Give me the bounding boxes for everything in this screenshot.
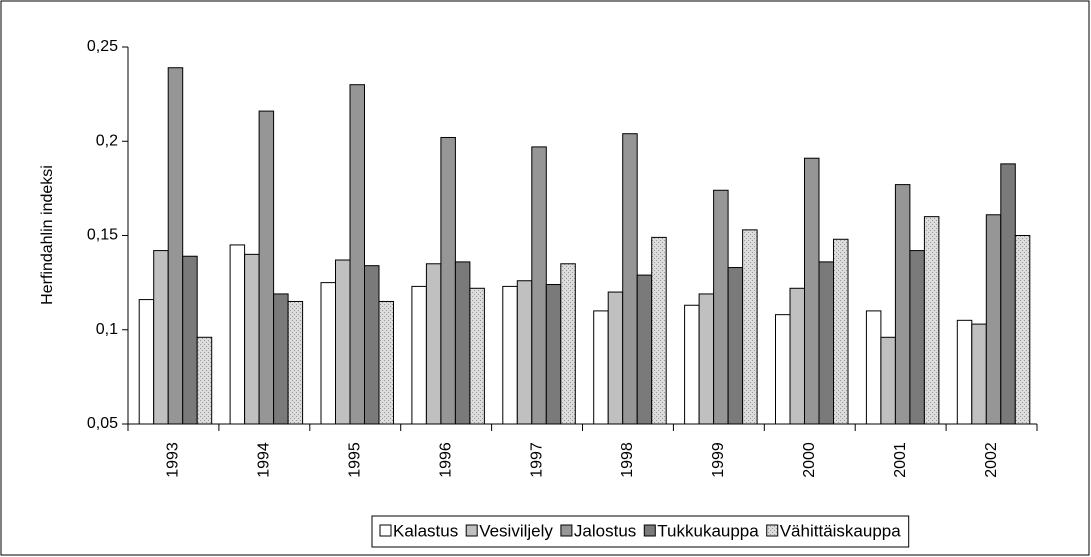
x-tick-label: 2000 xyxy=(801,442,818,478)
legend-swatch xyxy=(379,524,392,537)
bar xyxy=(335,259,351,425)
bar xyxy=(971,323,987,425)
bar xyxy=(818,261,834,425)
bar xyxy=(469,287,485,425)
legend-label: Kalastus xyxy=(393,521,458,540)
bar xyxy=(425,263,442,425)
bar xyxy=(531,146,547,425)
bar xyxy=(440,136,456,425)
bar xyxy=(923,216,940,425)
bar xyxy=(320,282,336,425)
x-tick-label: 1995 xyxy=(346,442,363,478)
bar xyxy=(713,189,729,425)
bar xyxy=(636,274,653,425)
bar xyxy=(1000,163,1016,425)
y-tick-label: 0,05 xyxy=(87,415,118,432)
y-tick-label: 0,1 xyxy=(96,321,118,338)
bar xyxy=(516,280,533,425)
bar xyxy=(833,238,849,425)
legend-label: Vähittäiskauppa xyxy=(780,521,902,540)
bar xyxy=(880,336,896,425)
bar xyxy=(153,250,169,425)
legend-swatch xyxy=(766,524,779,537)
legend-swatch xyxy=(643,524,656,537)
bar xyxy=(1014,235,1031,425)
legend: Kalastus Vesiviljely Jalostus Tukkukauppa Vä… xyxy=(371,515,910,548)
bar xyxy=(364,265,380,425)
x-tick-label: 1993 xyxy=(165,442,182,478)
bar xyxy=(607,291,624,425)
bar xyxy=(138,299,155,425)
x-tick-label: 1998 xyxy=(619,442,636,478)
bar xyxy=(454,261,471,425)
bar xyxy=(909,250,925,425)
bar xyxy=(273,293,289,425)
bar xyxy=(684,304,700,425)
bar xyxy=(411,285,427,425)
legend-swatch xyxy=(560,524,573,537)
y-tick-label: 0,15 xyxy=(87,227,118,244)
bar xyxy=(167,67,184,425)
legend-box xyxy=(371,515,910,548)
bar xyxy=(985,214,1002,425)
bar xyxy=(865,310,882,425)
bar xyxy=(651,236,667,425)
bar xyxy=(894,184,911,425)
bar xyxy=(287,300,304,425)
bar xyxy=(244,253,260,425)
x-tick-label: 1994 xyxy=(256,442,273,478)
x-tick-label: 2002 xyxy=(983,442,1000,478)
bar xyxy=(502,285,518,425)
bar xyxy=(545,284,562,425)
bar xyxy=(956,319,973,425)
bar xyxy=(789,287,805,425)
bar xyxy=(229,244,246,425)
legend-label: Jalostus xyxy=(574,521,636,540)
bar xyxy=(560,263,576,425)
bar xyxy=(258,110,275,425)
bar xyxy=(378,300,394,425)
legend-swatch xyxy=(465,524,478,537)
x-tick-label: 2001 xyxy=(892,442,909,478)
bar xyxy=(804,157,820,425)
bar xyxy=(775,314,791,425)
bar xyxy=(727,267,744,425)
bar xyxy=(698,293,715,425)
y-axis-label: Herfindahlin indeksi xyxy=(39,165,56,305)
legend-label: Tukkukauppa xyxy=(657,521,759,540)
x-tick-label: 1999 xyxy=(710,442,727,478)
bar xyxy=(622,133,638,425)
bar xyxy=(182,255,198,425)
x-tick-label: 1996 xyxy=(437,442,454,478)
x-tick-label: 1997 xyxy=(528,442,545,478)
bar xyxy=(196,336,213,425)
bar xyxy=(742,229,758,425)
y-tick-label: 0,2 xyxy=(96,132,118,149)
legend-label: Vesiviljely xyxy=(479,521,553,540)
bar xyxy=(593,310,609,425)
y-tick-label: 0,25 xyxy=(87,38,118,55)
bar xyxy=(349,84,365,425)
